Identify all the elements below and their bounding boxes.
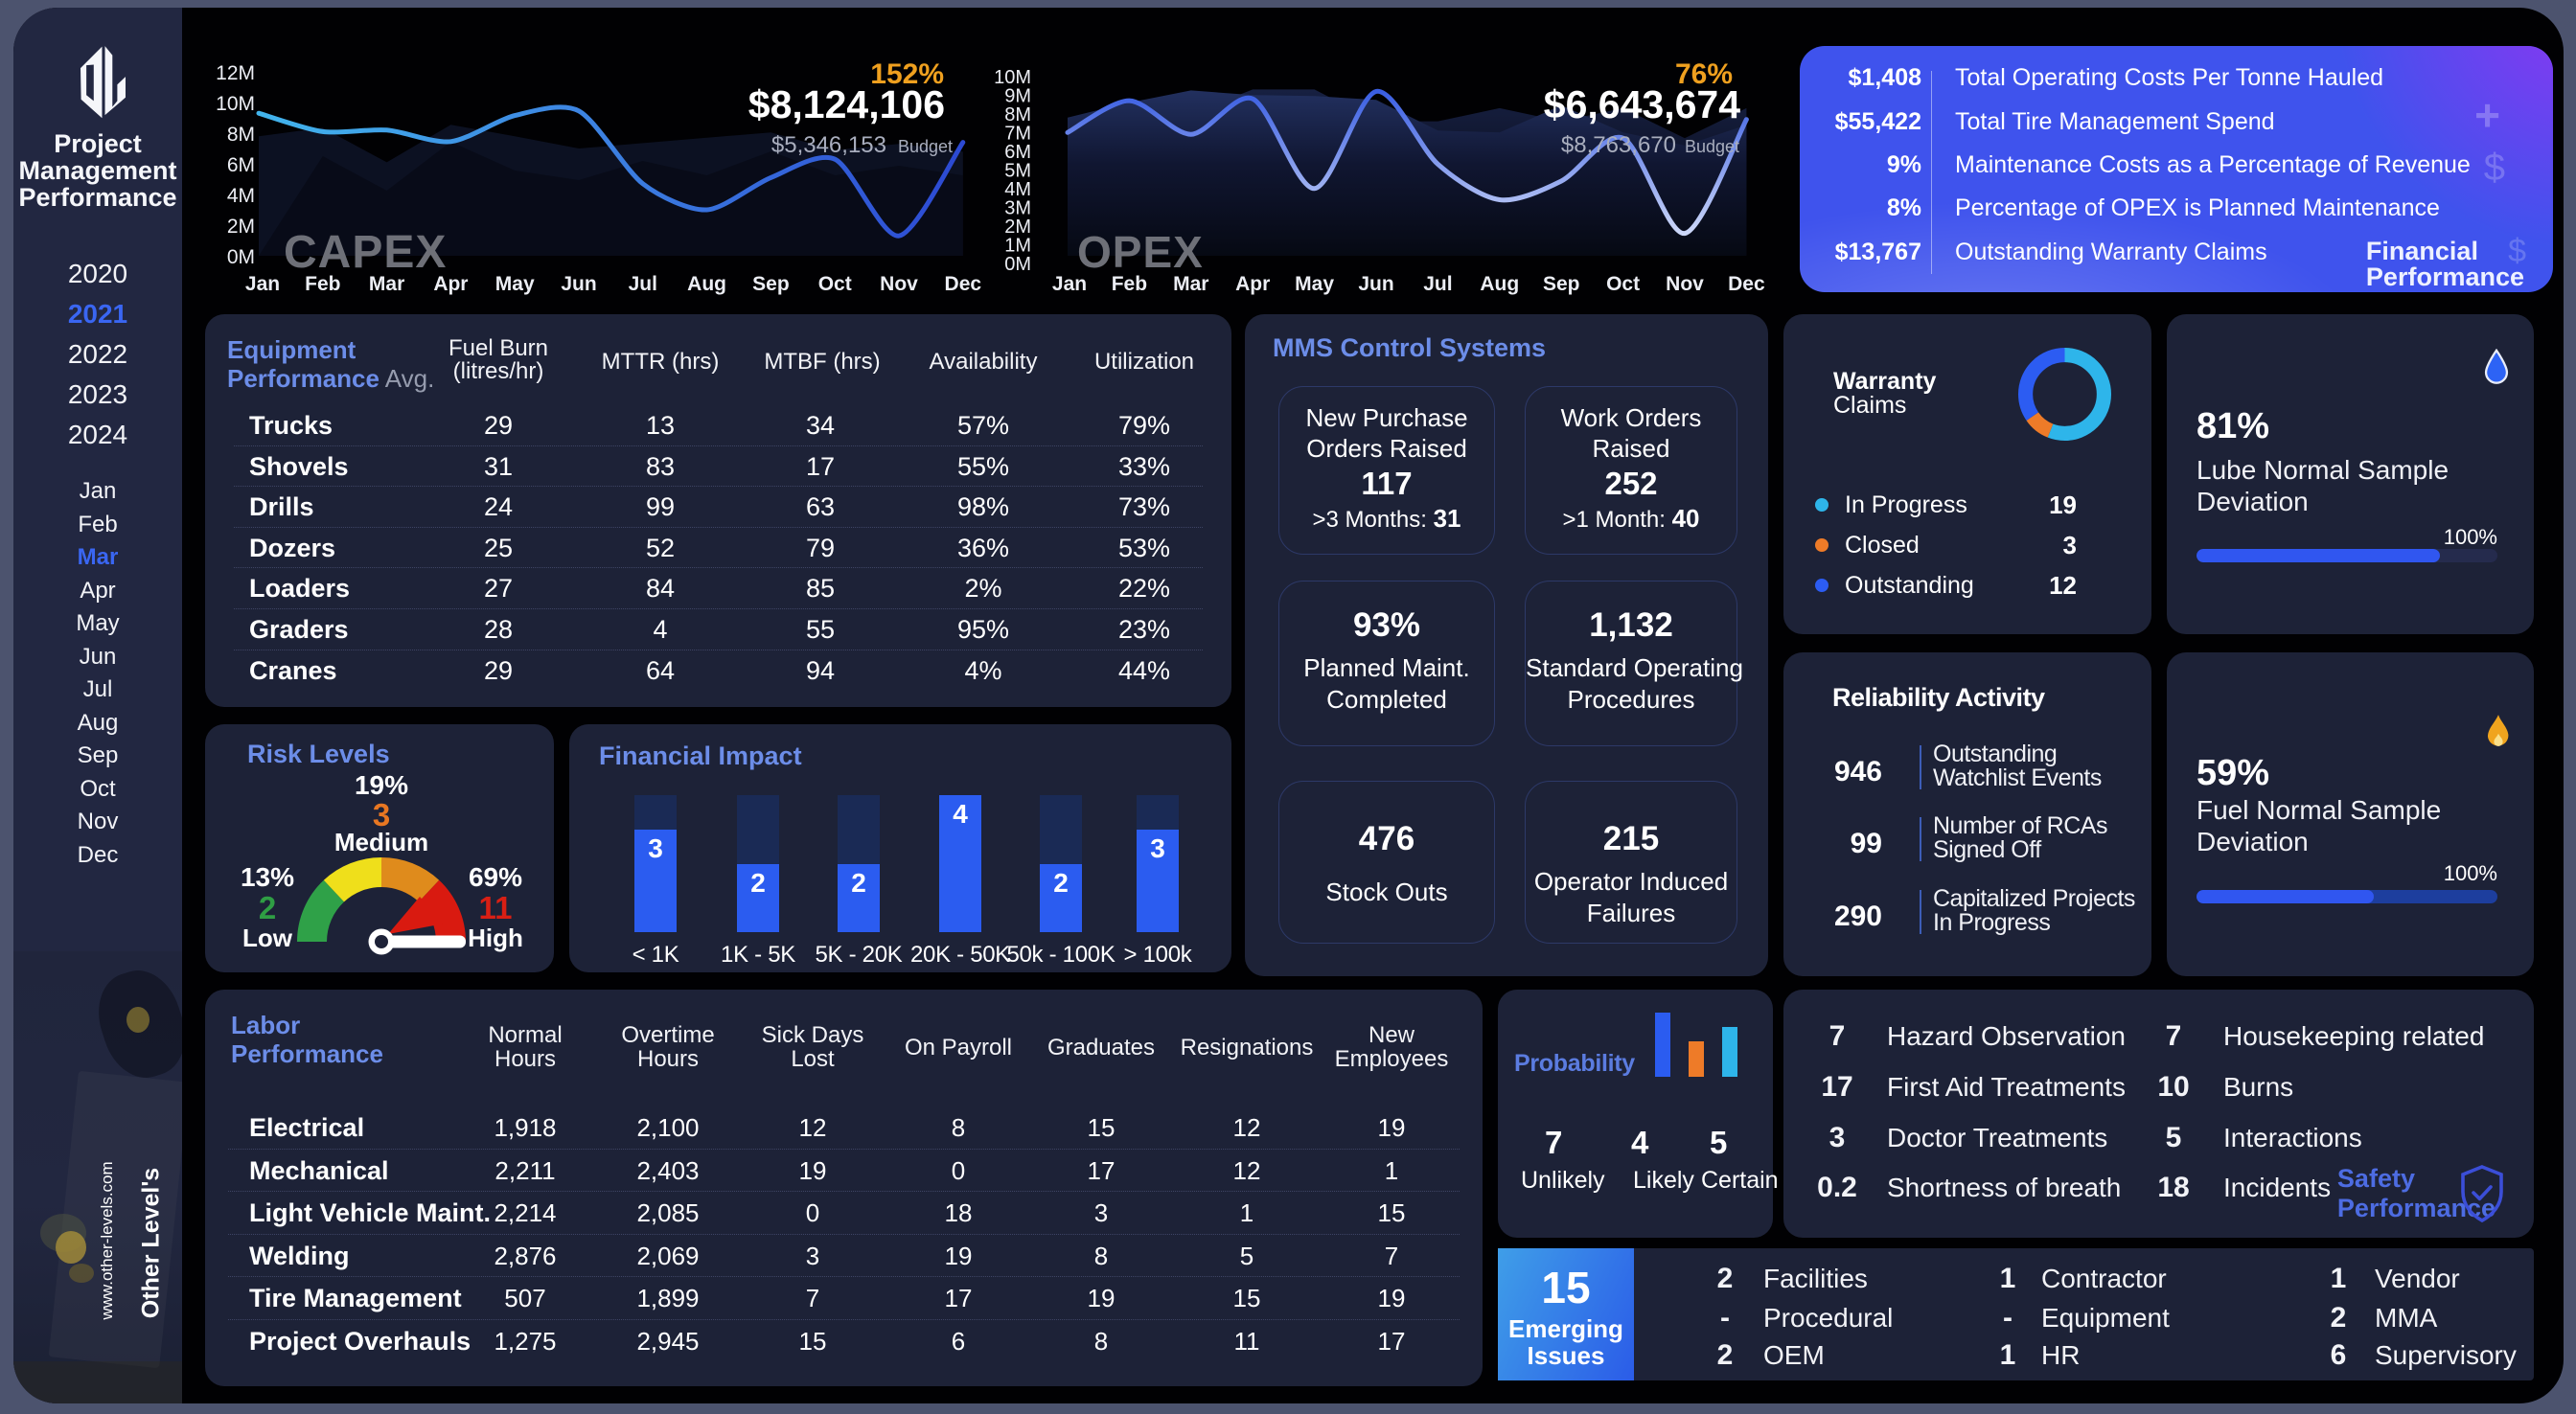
svg-text:2: 2	[259, 890, 276, 925]
svg-text:Oct: Oct	[1606, 273, 1640, 295]
svg-text:Aug: Aug	[687, 273, 726, 295]
svg-text:$5,346,153: $5,346,153	[771, 132, 886, 158]
svg-text:Apr: Apr	[433, 273, 468, 295]
svg-text:Sep: Sep	[752, 273, 790, 295]
svg-text:Feb: Feb	[305, 273, 340, 295]
svg-text:Nov: Nov	[1666, 273, 1704, 295]
svg-text:Low: Low	[242, 924, 293, 952]
svg-text:2M: 2M	[1004, 217, 1031, 238]
svg-text:4M: 4M	[1004, 179, 1031, 200]
svg-text:Mar: Mar	[1173, 273, 1208, 295]
svg-text:69%: 69%	[469, 862, 522, 892]
svg-text:8M: 8M	[227, 124, 255, 146]
svg-text:152%: 152%	[870, 58, 944, 90]
svg-text:Apr: Apr	[1235, 273, 1270, 295]
svg-text:5M: 5M	[1004, 161, 1031, 182]
svg-text:0M: 0M	[1004, 254, 1031, 275]
svg-text:10M: 10M	[216, 93, 255, 115]
svg-text:CAPEX: CAPEX	[284, 227, 447, 278]
svg-text:10M: 10M	[994, 67, 1031, 88]
svg-text:Medium: Medium	[334, 828, 428, 856]
svg-text:$8,124,106: $8,124,106	[748, 82, 945, 126]
svg-text:Jan: Jan	[1052, 273, 1087, 295]
svg-text:12M: 12M	[216, 62, 255, 84]
svg-text:9M: 9M	[1004, 86, 1031, 107]
svg-text:1M: 1M	[1004, 236, 1031, 257]
svg-text:Feb: Feb	[1112, 273, 1147, 295]
svg-text:Nov: Nov	[880, 273, 918, 295]
svg-text:6M: 6M	[227, 154, 255, 176]
svg-text:Budget: Budget	[1685, 137, 1739, 156]
svg-text:High: High	[468, 924, 523, 952]
svg-text:6M: 6M	[1004, 142, 1031, 163]
svg-text:19%: 19%	[355, 770, 408, 800]
svg-text:4M: 4M	[227, 185, 255, 207]
svg-text:3: 3	[373, 797, 390, 832]
svg-text:Mar: Mar	[369, 273, 404, 295]
svg-text:2M: 2M	[227, 216, 255, 238]
svg-text:7M: 7M	[1004, 124, 1031, 145]
svg-text:13%: 13%	[241, 862, 294, 892]
svg-text:Jun: Jun	[1358, 273, 1393, 295]
svg-text:Budget: Budget	[898, 137, 953, 156]
svg-text:3M: 3M	[1004, 198, 1031, 219]
svg-text:Jan: Jan	[245, 273, 280, 295]
svg-text:Dec: Dec	[1728, 273, 1765, 295]
svg-text:Dec: Dec	[945, 273, 982, 295]
svg-text:May: May	[1295, 273, 1334, 295]
svg-text:11: 11	[479, 890, 513, 925]
svg-text:OPEX: OPEX	[1077, 227, 1204, 277]
svg-text:$8,763,670: $8,763,670	[1561, 132, 1676, 158]
svg-text:Sep: Sep	[1543, 273, 1580, 295]
svg-text:$6,643,674: $6,643,674	[1544, 82, 1740, 126]
svg-text:May: May	[495, 273, 535, 295]
svg-text:Aug: Aug	[1480, 273, 1519, 295]
svg-text:8M: 8M	[1004, 104, 1031, 125]
svg-text:76%: 76%	[1675, 58, 1733, 90]
svg-text:Jul: Jul	[1423, 273, 1452, 295]
svg-text:Jul: Jul	[629, 273, 657, 295]
svg-text:Oct: Oct	[818, 273, 852, 295]
svg-text:Jun: Jun	[561, 273, 596, 295]
svg-text:0M: 0M	[227, 246, 255, 268]
